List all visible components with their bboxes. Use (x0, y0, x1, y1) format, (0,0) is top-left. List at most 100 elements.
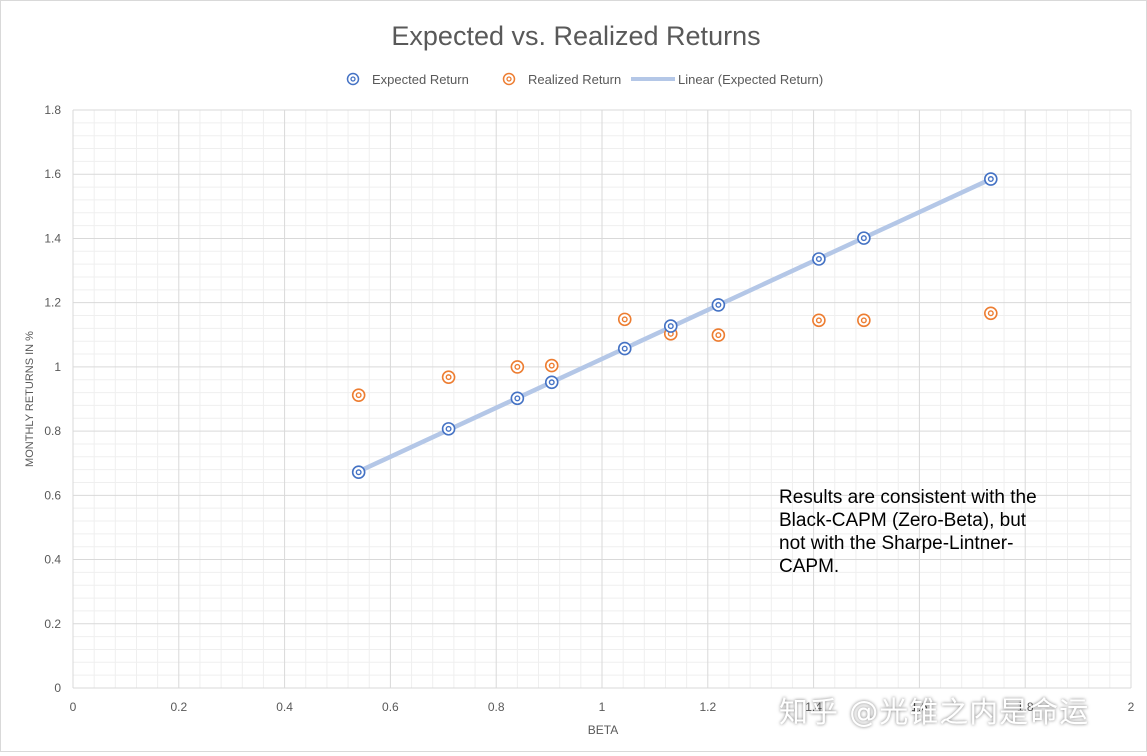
realized-return-point-outer (441, 370, 456, 384)
realized-return-point (544, 358, 559, 373)
y-tick-label: 1.2 (44, 296, 61, 310)
x-tick-label: 0.8 (488, 700, 505, 714)
realized-return-point-inner (445, 374, 452, 381)
legend-trendline: Linear (Expected Return) (631, 72, 823, 87)
realized-return-point-outer (544, 358, 559, 373)
y-tick-label: 0.2 (44, 617, 61, 631)
expected-return-point-inner (514, 395, 521, 402)
realized-return-point (711, 328, 726, 342)
y-tick-label: 0.4 (44, 553, 61, 567)
realized-return-point-inner (514, 363, 521, 370)
expected-return-point-outer (663, 319, 678, 333)
expected-return-point-outer (510, 391, 525, 406)
expected-return-point (510, 391, 525, 406)
expected-return-point (441, 422, 456, 436)
realized-return-point-inner (987, 310, 994, 317)
realized-return-point-outer (857, 313, 871, 328)
expected-return-point-inner (715, 301, 722, 308)
realized-return-point-inner (355, 392, 362, 399)
legend-realized-label: Realized Return (528, 72, 621, 87)
x-tick-label: 1.4 (805, 700, 822, 714)
expected-return-point-outer (711, 298, 726, 312)
x-tick-label: 0.4 (276, 700, 293, 714)
expected-return-point-outer (857, 231, 871, 245)
expected-return-point (617, 341, 632, 356)
expected-return-point-inner (860, 235, 867, 242)
realized-return-point (857, 313, 871, 328)
x-tick-label: 1.2 (699, 700, 716, 714)
expected-return-point-inner (987, 176, 994, 183)
major-grid (72, 109, 1132, 689)
legend-realized-marker-inner (506, 76, 512, 82)
expected-return-point (812, 252, 826, 266)
expected-return-point (663, 319, 678, 333)
watermark: 知乎 @光锥之内是命运 (779, 695, 1090, 729)
annotation-line: Black-CAPM (Zero-Beta), but (779, 510, 1027, 531)
expected-return-point-inner (621, 345, 628, 352)
realized-return-point-outer (510, 360, 525, 374)
expected-return-point-inner (667, 323, 674, 330)
expected-return-point-inner (548, 379, 555, 386)
realized-return-point-inner (860, 317, 867, 324)
expected-return-point (351, 465, 366, 480)
expected-return-point (984, 172, 998, 186)
realized-return-point (984, 306, 998, 321)
chart-title: Expected vs. Realized Returns (391, 21, 760, 51)
legend: Expected Return Realized Return Linear (… (346, 72, 823, 87)
x-tick-label: 1 (599, 700, 606, 714)
legend-trendline-label: Linear (Expected Return) (678, 72, 823, 87)
annotation-line: Results are consistent with the (779, 487, 1037, 508)
x-tick-label: 0.6 (382, 700, 399, 714)
realized-return-point (617, 312, 632, 327)
realized-return-point-inner (815, 317, 822, 324)
y-tick-label: 0.6 (44, 488, 61, 502)
y-tick-label: 0 (54, 681, 61, 695)
legend-expected-label: Expected Return (372, 72, 469, 87)
points-layer (351, 172, 998, 480)
y-tick-label: 0.8 (44, 424, 61, 438)
legend-realized-marker (502, 72, 516, 86)
legend-expected: Expected Return (346, 72, 469, 87)
y-tick-label: 1 (54, 360, 61, 374)
expected-return-point (711, 298, 726, 312)
x-tick-labels: 0 0.2 0.4 0.6 0.8 1 1.2 1.4 1.6 1.8 2 (70, 700, 1135, 714)
realized-return-point (510, 360, 525, 374)
annotation-line: not with the Sharpe-Lintner- (779, 533, 1014, 554)
realized-return-point-outer (984, 306, 998, 321)
expected-return-point-outer (351, 465, 366, 480)
realized-return-point-inner (715, 332, 722, 339)
expected-return-point-inner (815, 255, 822, 262)
x-axis-label: BETA (588, 723, 618, 737)
expected-return-point-outer (441, 422, 456, 436)
expected-return-point-outer (812, 252, 826, 266)
annotation-text: Results are consistent with the Black-CA… (779, 486, 1099, 578)
realized-return-point-outer (812, 313, 826, 328)
realized-return-point (441, 370, 456, 384)
x-tick-label: 0 (70, 700, 77, 714)
expected-return-point-outer (984, 172, 998, 186)
legend-realized: Realized Return (502, 72, 621, 87)
y-axis-label: MONTHLY RETURNS IN % (24, 331, 36, 467)
y-tick-label: 1.6 (44, 167, 61, 181)
y-tick-label: 1.8 (44, 103, 61, 117)
y-tick-label: 1.4 (44, 231, 61, 245)
realized-return-point (812, 313, 826, 328)
expected-return-point-inner (355, 469, 362, 476)
expected-return-point-outer (544, 375, 559, 390)
realized-return-point-inner (548, 362, 555, 369)
realized-return-point-outer (617, 312, 632, 327)
x-tick-label: 1.6 (911, 700, 928, 714)
realized-return-point (351, 388, 366, 402)
expected-return-point (857, 231, 871, 245)
expected-return-point-inner (445, 425, 452, 432)
x-tick-label: 2 (1128, 700, 1135, 714)
x-tick-label: 0.2 (170, 700, 187, 714)
legend-expected-marker (346, 72, 360, 86)
legend-expected-marker-inner (350, 76, 356, 82)
expected-return-point-outer (617, 341, 632, 356)
y-tick-labels: 0 0.2 0.4 0.6 0.8 1 1.2 1.4 1.6 1.8 (44, 103, 61, 695)
expected-return-point (544, 375, 559, 390)
realized-return-point-inner (621, 316, 628, 323)
